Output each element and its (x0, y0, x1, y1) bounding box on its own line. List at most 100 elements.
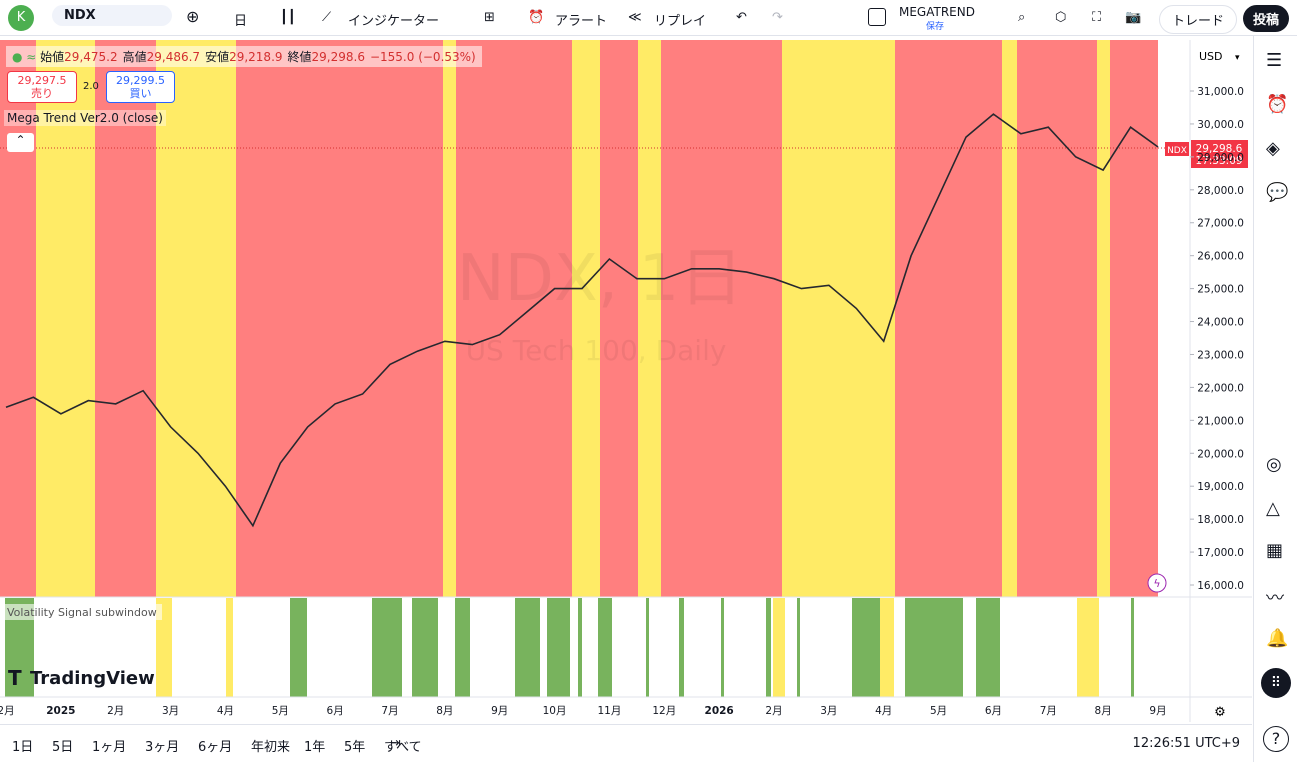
help[interactable]: ? (1263, 726, 1289, 752)
volatility-subwindow (5, 598, 1134, 697)
band-red (0, 40, 36, 597)
currency[interactable]: USD (1199, 50, 1223, 63)
alert-button[interactable]: アラート (555, 14, 608, 29)
y-tick-label: 16,000.0 (1197, 580, 1244, 592)
logo[interactable]: TradingView (30, 668, 155, 689)
indicators-button[interactable]: インジケーター (348, 14, 440, 29)
layers[interactable]: ◈ (1266, 138, 1280, 159)
band-yellow (1097, 40, 1110, 597)
tag-symbol: NDX (1167, 146, 1187, 156)
avatar[interactable]: K (8, 5, 34, 31)
x-tick-label: 7月 (381, 705, 398, 717)
bottom-bar: 1日 5日 1ヶ月 3ヶ月 6ヶ月 年初来 1年 5年 すべて ⇥ 12:26:51 UTC+9 (0, 724, 1252, 762)
layout-name[interactable]: MEGATREND (899, 5, 975, 19)
price-line (5, 113, 1159, 528)
watchlist[interactable]: ☰ (1266, 50, 1283, 71)
x-tick-label: 2025 (46, 705, 75, 717)
signal-green (905, 598, 963, 697)
x-tick-label: 3月 (162, 705, 179, 717)
indicator-flag-icon: ϟ (1153, 577, 1160, 590)
alerts[interactable]: ⏰ (1266, 94, 1289, 115)
signal-green (455, 598, 470, 697)
x-tick-label: 5月 (930, 705, 947, 717)
band-red (1017, 40, 1097, 597)
chat[interactable]: 💬 (1266, 182, 1289, 203)
add-symbol[interactable]: ⊕ (186, 7, 200, 26)
replay-button[interactable]: リプレイ (654, 14, 707, 29)
calendar[interactable]: ▦ (1266, 540, 1284, 561)
x-tick-label: 2月 (0, 705, 15, 717)
snapshot[interactable]: 📷 (1125, 10, 1142, 25)
band-yellow (36, 40, 95, 597)
ohlc-key: 高値 (122, 50, 147, 64)
axis-settings[interactable]: ⚙ (1214, 705, 1226, 720)
ohlc-key: 安値 (205, 50, 230, 64)
chart-type[interactable]: ┃┃ (280, 10, 296, 25)
range-button[interactable]: 3ヶ月 (145, 740, 180, 755)
band-red (661, 40, 782, 597)
ohlc-legend: ● ≈ 始値29,475.2 高値29,486.7 安値29,218.9 終値29,2… (6, 46, 482, 67)
range-button[interactable]: 年初来 (251, 740, 291, 755)
y-tick-label: 29,000.0 (1197, 152, 1244, 164)
band-yellow (572, 40, 600, 597)
screener[interactable]: ◎ (1266, 454, 1282, 475)
range-button[interactable]: 5日 (52, 740, 74, 755)
settings[interactable]: ⬡ (1055, 10, 1067, 25)
fullscreen[interactable]: ⛶ (1092, 10, 1102, 25)
price-tag-time: 17:33:09 (1195, 155, 1242, 167)
range-button[interactable]: 1日 (12, 740, 34, 755)
band-red (95, 40, 156, 597)
save-status: 保存 (926, 22, 945, 32)
price-tag-bg (1191, 140, 1248, 168)
ohlc-value: 29,475.2 (64, 50, 118, 64)
signal-green (598, 598, 612, 697)
signal-green (976, 598, 1000, 697)
signal-yellow (880, 598, 894, 697)
buy-label: 買い (129, 87, 152, 100)
band-yellow (156, 40, 236, 597)
range-button[interactable]: 5年 (344, 740, 366, 755)
tag-symbol-bg (1165, 142, 1189, 156)
indicator-label: Mega Trend Ver2.0 (close) (4, 110, 166, 126)
clock[interactable]: 12:26:51 UTC+9 (1132, 736, 1240, 751)
range-button[interactable]: 1年 (304, 740, 326, 755)
price-tag: 29,298.6 (1196, 143, 1243, 155)
x-tick-label: 11月 (597, 705, 621, 717)
chart: NDX, 1日 US Tech 100, Daily ϟ USD ▾ NDX 2… (0, 40, 1252, 722)
notifications[interactable]: 🔔 (1266, 628, 1289, 649)
x-tick-label: 3月 (820, 705, 837, 717)
x-tick-label: 4月 (217, 705, 234, 717)
goto-date[interactable]: ⇥ (390, 736, 401, 751)
ideas[interactable]: △ (1266, 498, 1280, 519)
streams[interactable]: 〰 (1266, 588, 1284, 609)
band-yellow (1002, 40, 1017, 597)
quick-search[interactable]: ⌕ (1018, 10, 1026, 25)
y-tick-label: 20,000.0 (1197, 448, 1244, 460)
ohlc-value: 29,218.9 (229, 50, 283, 64)
y-tick-label: 22,000.0 (1197, 382, 1244, 394)
interval[interactable]: 日 (234, 14, 248, 29)
range-button[interactable]: 1ヶ月 (92, 740, 127, 755)
ohlc-key: 終値 (287, 50, 312, 64)
band-red (236, 40, 443, 597)
buy-price: 29,299.5 (116, 74, 165, 87)
signal-green (1131, 598, 1134, 697)
collapse-button[interactable]: ⌃ (7, 133, 34, 152)
undo[interactable]: ↶ (736, 10, 747, 25)
symbol-search[interactable]: NDX (52, 5, 172, 26)
range-button[interactable]: 6ヶ月 (198, 740, 233, 755)
more-apps[interactable]: ⠿ (1261, 668, 1291, 698)
signal-green (646, 598, 649, 697)
band-red (895, 40, 1002, 597)
x-tick-label: 12月 (652, 705, 676, 717)
templates[interactable]: ⊞ (484, 10, 495, 25)
publish-button[interactable]: 投稿 (1243, 5, 1290, 32)
trade-button[interactable]: トレード (1159, 5, 1238, 34)
y-tick-label: 31,000.0 (1197, 86, 1244, 98)
x-tick-label: 4月 (875, 705, 892, 717)
buy-button[interactable]: 29,299.5 買い (106, 71, 175, 103)
signal-yellow (1077, 598, 1099, 697)
sell-button[interactable]: 29,297.5 売り (7, 71, 77, 103)
range-button[interactable]: すべて (384, 740, 422, 755)
